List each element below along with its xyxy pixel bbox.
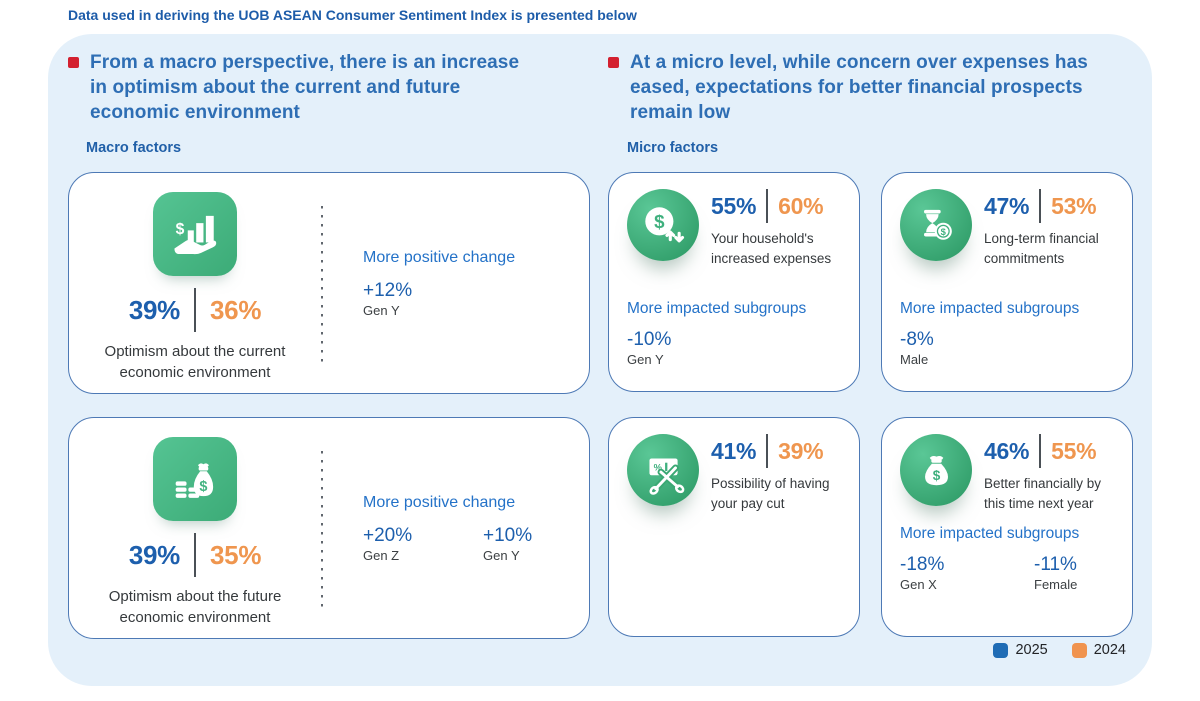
money-bag-icon: $ <box>900 434 972 506</box>
content-panel: From a macro perspective, there is an in… <box>48 34 1152 686</box>
macro-card-future-economy: $ 39% 35% Optimism about the future econ… <box>68 417 590 639</box>
percent-2024: 55% <box>1051 437 1097 464</box>
legend-item-2024: 2024 <box>1071 642 1126 658</box>
percent-divider <box>766 434 769 468</box>
metric-label: Your household's increased expenses <box>711 231 832 266</box>
metric-label: Optimism about the future economic envir… <box>108 588 282 626</box>
change-group: Gen Y <box>363 303 400 318</box>
micro-card-better-financially: $ 46% 55% Better financially by this tim… <box>881 417 1133 637</box>
page-title: Data used in deriving the UOB ASEAN Cons… <box>68 7 637 23</box>
percent-2024: 53% <box>1051 192 1097 219</box>
legend-2025-swatch-icon <box>993 642 1009 658</box>
percent-row: 39% 36% <box>129 288 261 332</box>
svg-text:%: % <box>654 463 663 473</box>
percent-2025: 39% <box>128 294 180 325</box>
red-square-bullet-icon <box>68 57 79 68</box>
subgroup-group: Gen X <box>900 577 937 593</box>
subgroup-entry: -11% Female <box>1034 554 1168 592</box>
change-title: More positive change <box>363 249 516 266</box>
percent-2024: 35% <box>210 539 262 570</box>
money-bag-coins-icon: $ <box>153 437 237 521</box>
percent-2024: 36% <box>210 294 262 325</box>
change-group: Gen Y <box>483 548 520 563</box>
subgroup-group: Female <box>1034 577 1078 593</box>
percent-2025: 41% <box>711 437 757 464</box>
legend-2024-label: 2024 <box>1093 642 1126 658</box>
change-value: +20% <box>363 525 413 546</box>
subgroup-entry: -8% Male <box>900 329 1034 367</box>
percent-2025: 39% <box>128 539 180 570</box>
micro-heading-text: At a micro level, while concern over exp… <box>630 52 1088 123</box>
subgroup-title: More impacted subgroups <box>627 300 807 318</box>
macro-heading-text: From a macro perspective, there is an in… <box>90 52 520 123</box>
hourglass-dollar-icon: $ <box>900 189 972 261</box>
change-entry: +12% Gen Y <box>363 280 439 318</box>
svg-text:$: $ <box>933 468 941 483</box>
micro-heading: At a micro level, while concern over exp… <box>608 50 1108 125</box>
micro-section-label: Micro factors <box>627 140 719 156</box>
percent-row: 39% 35% <box>129 533 261 577</box>
percent-row: 47% 53% <box>984 189 1116 223</box>
macro-section-label: Macro factors <box>86 140 182 156</box>
percent-2025: 47% <box>984 192 1030 219</box>
subgroup-value: -10% <box>627 329 672 351</box>
metric-label: Optimism about the current economic envi… <box>104 343 286 381</box>
subgroup-group: Male <box>900 352 929 368</box>
macro-card-current-economy: $ 39% 36% Optimism about the current eco… <box>68 172 590 394</box>
change-title: More positive change <box>363 494 516 511</box>
change-group: Gen Z <box>363 548 400 563</box>
percent-2024: 60% <box>778 192 824 219</box>
metric-label: Possibility of having your pay cut <box>711 476 830 511</box>
percent-row: 46% 55% <box>984 434 1116 468</box>
dotted-divider <box>321 451 323 609</box>
percent-row: 55% 60% <box>711 189 843 223</box>
subgroup-group: Gen Y <box>627 352 664 368</box>
macro-card-stat-block: $ 39% 36% Optimism about the current eco… <box>69 173 321 393</box>
percent-divider <box>766 189 769 223</box>
subgroup-value: -8% <box>900 329 934 351</box>
hand-holding-chart-icon: $ <box>153 192 237 276</box>
dotted-divider <box>321 206 323 364</box>
dollar-coin-arrows-icon: $ <box>627 189 699 261</box>
svg-text:$: $ <box>654 211 665 232</box>
percent-row: 41% 39% <box>711 434 843 468</box>
change-value: +12% <box>363 280 413 301</box>
legend-2025-label: 2025 <box>1015 642 1048 658</box>
change-value: +10% <box>483 525 533 546</box>
change-block: More positive change +12% Gen Y <box>323 173 589 393</box>
change-entry: +10% Gen Y <box>483 525 559 563</box>
percent-2025: 55% <box>711 192 757 219</box>
pay-cut-scissors-icon: % <box>627 434 699 506</box>
svg-text:$: $ <box>199 479 207 495</box>
percent-divider <box>1039 189 1042 223</box>
legend-2024-swatch-icon <box>1071 642 1087 658</box>
subgroup-title: More impacted subgroups <box>900 300 1080 318</box>
subgroup-value: -11% <box>1034 554 1077 576</box>
percent-2025: 46% <box>984 437 1030 464</box>
year-legend: 2025 2024 <box>993 642 1126 658</box>
macro-card-stat-block: $ 39% 35% Optimism about the future econ… <box>69 418 321 638</box>
subgroup-value: -18% <box>900 554 945 576</box>
subgroup-entry: -18% Gen X <box>900 554 1034 592</box>
subgroup-title: More impacted subgroups <box>900 525 1080 543</box>
micro-card-household-expenses: $ 55% 60% Your household's increased exp… <box>608 172 860 392</box>
micro-card-pay-cut: % 41% <box>608 417 860 637</box>
metric-label: Better financially by this time next yea… <box>984 476 1102 511</box>
percent-divider <box>194 288 196 332</box>
macro-heading: From a macro perspective, there is an in… <box>68 50 540 125</box>
change-entry: +20% Gen Z <box>363 525 439 563</box>
svg-text:$: $ <box>941 227 947 237</box>
percent-divider <box>194 533 196 577</box>
micro-card-longterm-commitments: $ 47% 53% Long-term financial commitment… <box>881 172 1133 392</box>
legend-item-2025: 2025 <box>993 642 1048 658</box>
svg-text:$: $ <box>176 221 185 238</box>
percent-divider <box>1039 434 1042 468</box>
percent-2024: 39% <box>778 437 824 464</box>
red-square-bullet-icon <box>608 57 619 68</box>
metric-label: Long-term financial commitments <box>984 231 1099 266</box>
subgroup-entry: -10% Gen Y <box>627 329 761 367</box>
change-block: More positive change +20% Gen Z +10% Gen… <box>323 418 589 638</box>
